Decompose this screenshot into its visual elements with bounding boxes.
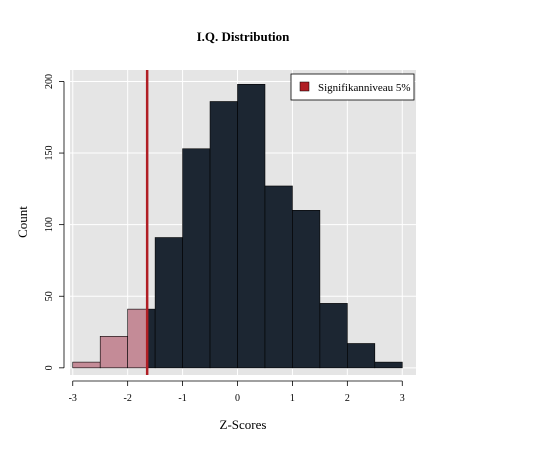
legend-swatch	[299, 81, 310, 92]
histogram-bar-11	[347, 343, 376, 369]
y-tick-label-3: 150	[44, 146, 55, 161]
legend: Signifikanniveau 5%	[290, 73, 415, 101]
x-axis-label: Z-Scores	[220, 417, 267, 432]
x-tick-label-5: 2	[345, 393, 350, 404]
histogram-bar-8	[264, 185, 293, 369]
x-axis: -3 -2 -1 0 1 2 3	[69, 380, 405, 404]
y-tick-label-1: 50	[44, 291, 55, 301]
x-tick-label-1: -2	[123, 393, 131, 404]
y-axis-label: Count	[15, 206, 30, 238]
y-tick-label-0: 0	[44, 365, 55, 370]
chart-title: I.Q. Distribution	[197, 29, 291, 44]
y-tick-label-4: 200	[44, 74, 55, 89]
x-tick-label-2: -1	[178, 393, 186, 404]
x-tick-label-4: 1	[290, 393, 295, 404]
histogram-bar-1	[99, 336, 128, 369]
legend-box	[290, 73, 415, 101]
histogram-bar-7	[237, 84, 266, 369]
y-tick-label-2: 100	[44, 217, 55, 232]
histogram-bar-0	[72, 361, 101, 369]
histogram-bar-6	[209, 101, 238, 369]
histogram-bar-2	[127, 308, 148, 369]
histogram-bars	[72, 84, 403, 369]
y-axis: 0 50 100 150 200	[44, 74, 65, 370]
x-tick-label-3: 0	[235, 393, 240, 404]
legend-label: Signifikanniveau 5%	[318, 82, 411, 94]
x-tick-label-6: 3	[400, 393, 405, 404]
histogram-bar-12	[374, 361, 403, 369]
histogram-bar-4	[154, 237, 183, 369]
histogram-bar-10	[319, 303, 348, 369]
histogram-bar-9	[292, 210, 321, 369]
x-tick-label-0: -3	[69, 393, 77, 404]
histogram-bar-5	[182, 148, 211, 369]
